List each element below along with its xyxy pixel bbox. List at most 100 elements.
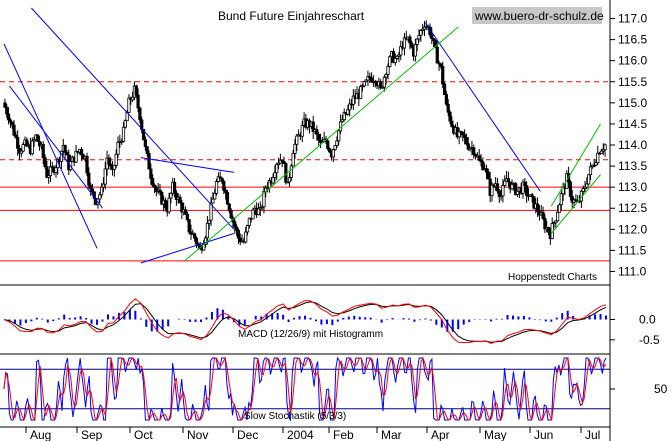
candle-body [328, 148, 332, 153]
candle-body [65, 151, 69, 156]
trend-line-2 [30, 7, 235, 230]
candle-body [260, 206, 264, 209]
candle-body [410, 42, 414, 48]
candle-body [583, 186, 587, 189]
candle-body [152, 184, 157, 188]
candle-body [178, 196, 182, 204]
candle-body [497, 190, 501, 197]
candle-body [136, 94, 140, 109]
candle-body [244, 231, 248, 243]
candle-body [466, 143, 470, 150]
candle-body [382, 76, 386, 88]
macd-line [3, 298, 607, 345]
candle-body [14, 134, 18, 138]
candle-body [234, 226, 239, 231]
candle-body [326, 140, 330, 150]
candle-body [89, 184, 93, 190]
candle-body [116, 141, 120, 155]
candle-body [473, 154, 478, 157]
candle-body [238, 237, 242, 243]
trend-line-0 [3, 43, 98, 249]
candle-body [163, 199, 168, 209]
candle-body [368, 76, 372, 79]
candle-body [205, 222, 210, 239]
x-tick-label: Nov [187, 428, 208, 441]
candle-body [337, 130, 341, 142]
candle-body [499, 195, 503, 198]
candle-body [395, 55, 399, 59]
candle-body [16, 136, 20, 149]
candle-body [599, 150, 604, 154]
candle-body [417, 34, 421, 40]
candle-body [463, 134, 467, 138]
candle-body [442, 83, 447, 95]
candle-body [362, 81, 366, 87]
candle-body [554, 220, 558, 224]
candle-body [315, 129, 319, 135]
candle-body [300, 125, 304, 137]
price-tick-label: 116.0 [618, 54, 647, 68]
candle-body [54, 167, 58, 173]
candle-body [216, 176, 220, 182]
candle-body [151, 178, 155, 186]
candle-body [203, 237, 208, 245]
trend-line-3 [140, 157, 234, 173]
candle-body [101, 183, 106, 188]
watermark-text: www.buero-dr-schulz.de [474, 9, 604, 23]
price-tick-label: 112.0 [618, 222, 647, 236]
candle-body [422, 26, 427, 30]
candle-body [245, 225, 250, 233]
price-tick-label: 113.0 [618, 180, 647, 194]
candle-body [193, 233, 197, 239]
candle-body [574, 199, 578, 202]
x-tick-label: Apr [431, 428, 450, 441]
x-tick-label: Mar [381, 428, 402, 441]
candle-body [19, 150, 23, 154]
candle-body [286, 181, 290, 184]
candle-body [47, 175, 51, 178]
candle-body [167, 197, 171, 213]
candle-body [594, 162, 598, 166]
price-tick-label: 112.5 [618, 201, 647, 215]
candle-body [48, 166, 53, 176]
candle-body [227, 203, 231, 211]
candle-body [99, 186, 104, 196]
candle-body [386, 66, 390, 75]
candle-body [486, 171, 490, 180]
candle-body [457, 131, 461, 138]
candle-body [271, 177, 275, 184]
trend-line-8 [550, 174, 601, 234]
candle-body [432, 38, 436, 42]
stochastic-k-line [3, 356, 607, 422]
candle-body [120, 140, 124, 143]
candle-body [107, 157, 111, 165]
candle-body [172, 181, 177, 194]
candle-body [79, 148, 84, 156]
x-tick-label: Feb [333, 428, 354, 441]
candle-body [464, 137, 469, 145]
trend-line-6 [184, 26, 459, 262]
candle-body [568, 181, 573, 197]
candle-body [37, 140, 42, 147]
candle-body [477, 155, 481, 161]
x-tick-label: Aug [30, 428, 51, 441]
candle-body [224, 190, 228, 193]
candle-body [366, 76, 370, 81]
candle-body [317, 134, 321, 141]
candle-body [291, 153, 295, 167]
candle-body [402, 37, 407, 49]
trend-line-5 [424, 22, 541, 192]
candle-body [21, 144, 25, 152]
candle-body [439, 63, 443, 67]
candle-body [180, 202, 184, 213]
candle-body [121, 126, 126, 142]
candle-body [503, 180, 507, 186]
candle-body [433, 40, 438, 48]
candle-body [50, 166, 54, 169]
candle-body [556, 211, 560, 222]
candle-body [384, 73, 388, 78]
candle-body [379, 81, 383, 88]
candle-body [30, 140, 34, 155]
price-tick-label: 114.5 [618, 117, 647, 131]
candle-body [225, 192, 230, 205]
